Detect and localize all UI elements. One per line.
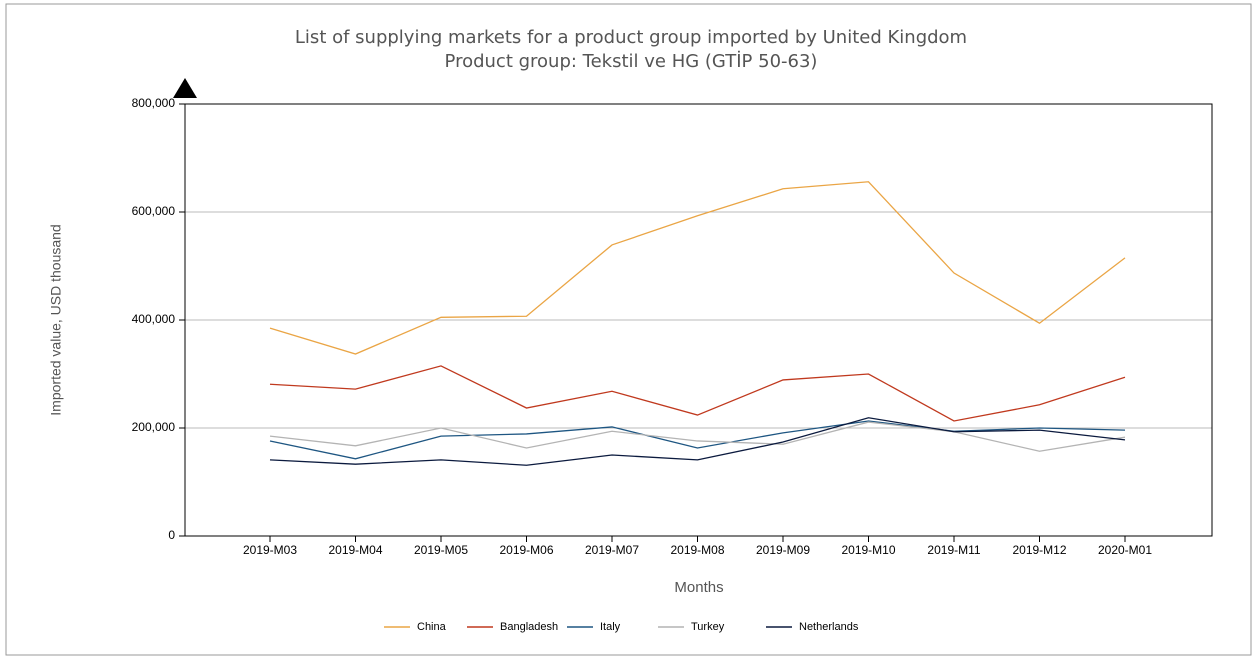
x-axis-label: Months — [674, 579, 723, 596]
x-tick-label: 2019-M12 — [1012, 543, 1066, 557]
chart-title: List of supplying markets for a product … — [295, 27, 967, 48]
x-tick-label: 2019-M09 — [756, 543, 810, 557]
x-tick-label: 2019-M05 — [414, 543, 468, 557]
axis-arrow — [173, 78, 197, 98]
y-tick-label: 0 — [168, 528, 175, 542]
x-tick-label: 2019-M08 — [670, 543, 724, 557]
y-tick-label: 800,000 — [132, 96, 176, 110]
chart-subtitle: Product group: Tekstil ve HG (GTİP 50-63… — [445, 51, 818, 72]
legend-label: Netherlands — [799, 621, 859, 633]
legend-label: Italy — [600, 621, 621, 633]
series-line — [269, 181, 1126, 355]
plot-frame — [184, 103, 1213, 537]
legend-label: Bangladesh — [500, 621, 558, 633]
x-tick-label: 2019-M06 — [499, 543, 553, 557]
series-line — [269, 417, 1126, 466]
y-tick-label: 600,000 — [132, 204, 176, 218]
series-line — [269, 420, 1126, 460]
series-line — [269, 421, 1126, 452]
x-tick-label: 2019-M03 — [243, 543, 297, 557]
y-axis-label: Imported value, USD thousand — [48, 224, 64, 415]
series-line — [269, 365, 1126, 422]
legend-label: China — [417, 621, 447, 633]
x-tick-label: 2020-M01 — [1098, 543, 1152, 557]
x-tick-label: 2019-M11 — [927, 543, 980, 557]
x-tick-label: 2019-M07 — [585, 543, 639, 557]
page-border — [5, 3, 1252, 656]
y-tick-label: 200,000 — [132, 420, 176, 434]
y-tick-label: 400,000 — [132, 312, 176, 326]
x-tick-label: 2019-M04 — [328, 543, 382, 557]
legend-label: Turkey — [691, 621, 725, 633]
x-tick-label: 2019-M10 — [841, 543, 895, 557]
